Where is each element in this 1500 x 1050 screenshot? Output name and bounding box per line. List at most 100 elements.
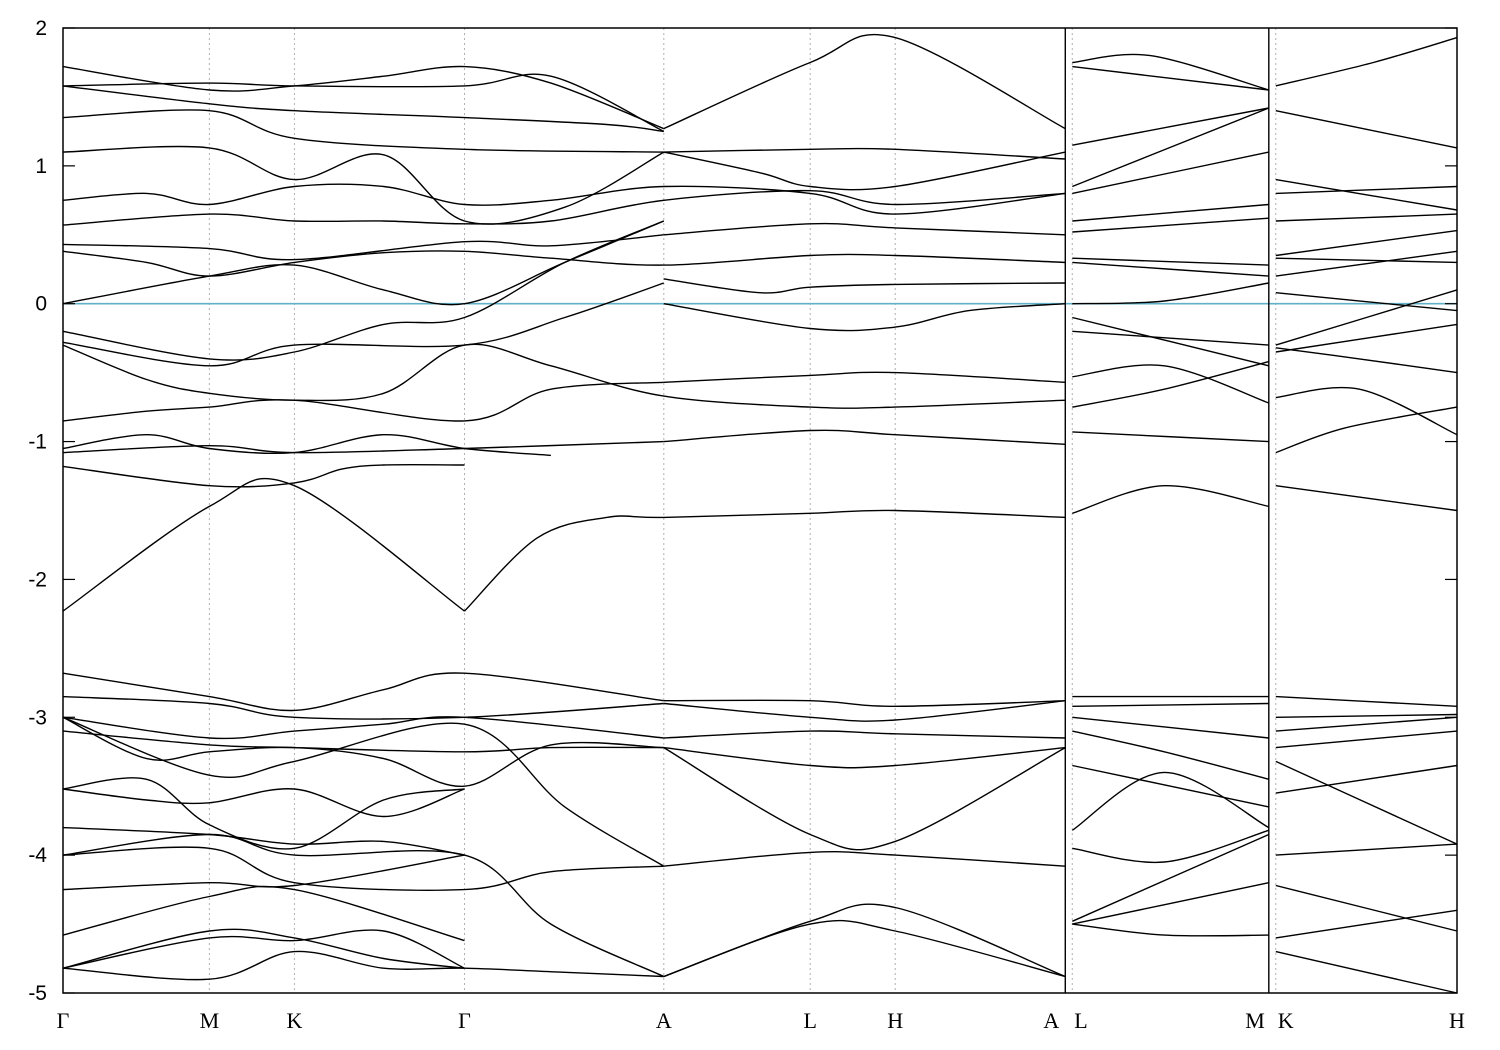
band-line <box>663 903 1066 978</box>
band-line <box>1072 107 1270 188</box>
band-line <box>1275 950 1458 994</box>
band-line <box>1275 213 1458 222</box>
band-line <box>62 716 664 787</box>
band-line <box>663 429 1066 445</box>
band-line <box>62 73 665 133</box>
band-line <box>663 222 1066 236</box>
band-line <box>1072 882 1269 925</box>
band-line <box>62 695 664 720</box>
band-line <box>663 147 1066 160</box>
y-tick-label: -5 <box>28 982 47 1005</box>
band-line <box>1072 107 1269 146</box>
band-line <box>62 145 665 225</box>
band-line <box>1275 292 1458 312</box>
band-line <box>1275 716 1458 732</box>
band-line <box>62 440 664 454</box>
band-line <box>663 746 1066 769</box>
band-line <box>1072 282 1269 305</box>
band-line <box>663 730 1066 739</box>
band-line <box>663 303 1066 332</box>
x-tick-label: M <box>200 1008 220 1033</box>
band-line <box>62 282 665 367</box>
band-line <box>62 846 664 891</box>
band-line <box>62 65 665 130</box>
band-line <box>663 151 1066 191</box>
x-tick-label: A <box>656 1008 672 1033</box>
band-line <box>62 929 465 969</box>
band-line <box>663 371 1066 383</box>
kpath-gridlines <box>208 28 1277 993</box>
band-line <box>1275 485 1458 512</box>
band-line <box>1275 730 1458 749</box>
x-tick-label: H <box>1449 1008 1465 1033</box>
band-line <box>1275 760 1458 845</box>
band-line <box>62 183 1066 215</box>
band-line <box>1275 289 1458 346</box>
y-axis-ticks: -5 -4 -3 -2 -1 0 1 2 <box>28 17 1457 1005</box>
y-tick-label: 1 <box>35 155 47 178</box>
band-line <box>1072 151 1269 195</box>
band-line <box>1275 884 1458 932</box>
band-line <box>1072 730 1269 780</box>
x-tick-label: K <box>1278 1008 1294 1033</box>
band-line <box>1275 110 1458 149</box>
band-line <box>62 343 1066 409</box>
band-line <box>1275 406 1458 454</box>
band-line <box>62 833 665 978</box>
band-line <box>1275 36 1458 87</box>
band-line <box>1072 923 1269 937</box>
band-line <box>1072 360 1269 408</box>
band-line <box>1275 843 1458 856</box>
band-line <box>62 672 664 712</box>
band-line <box>62 885 465 942</box>
y-tick-label: 2 <box>35 17 47 40</box>
band-line <box>1072 53 1269 91</box>
band-line <box>62 220 665 306</box>
band-line <box>1072 316 1269 367</box>
band-line <box>1275 386 1458 436</box>
x-tick-label: Γ <box>458 1008 471 1033</box>
band-line <box>1072 330 1269 346</box>
band-line <box>1275 185 1458 195</box>
band-line <box>1275 257 1458 264</box>
band-line <box>62 826 465 856</box>
band-line <box>1275 347 1458 374</box>
band-line <box>1275 229 1458 257</box>
band-line <box>1071 771 1270 831</box>
band-line <box>62 85 664 133</box>
band-line <box>1072 764 1269 808</box>
band-line <box>1072 257 1269 266</box>
band-line <box>62 854 465 891</box>
band-line <box>663 278 1066 294</box>
band-line <box>1072 716 1269 739</box>
band-line <box>62 234 664 261</box>
band-line <box>1072 65 1269 91</box>
band-line <box>62 730 664 753</box>
band-line <box>1275 323 1458 353</box>
band-line <box>663 919 1066 978</box>
band-line <box>62 463 465 488</box>
band-line <box>1275 178 1458 211</box>
band-line <box>1275 713 1458 718</box>
band-line <box>62 777 465 850</box>
band-line <box>62 928 465 969</box>
band-line <box>464 509 1066 612</box>
band-line <box>1072 829 1270 864</box>
band-line <box>1072 217 1269 233</box>
band-line <box>62 250 1066 277</box>
band-line <box>1275 764 1458 794</box>
band-line <box>1072 261 1269 277</box>
band-line <box>62 716 665 867</box>
band-line <box>62 433 551 457</box>
plot-border <box>62 27 1458 994</box>
band-line <box>62 788 465 818</box>
band-line <box>62 109 664 153</box>
band-line <box>62 950 664 981</box>
band-lines <box>62 28 1458 994</box>
band-line <box>663 699 1066 708</box>
x-tick-label: L <box>1074 1008 1087 1033</box>
band-line <box>1072 364 1270 404</box>
plot-frame <box>62 27 1458 994</box>
